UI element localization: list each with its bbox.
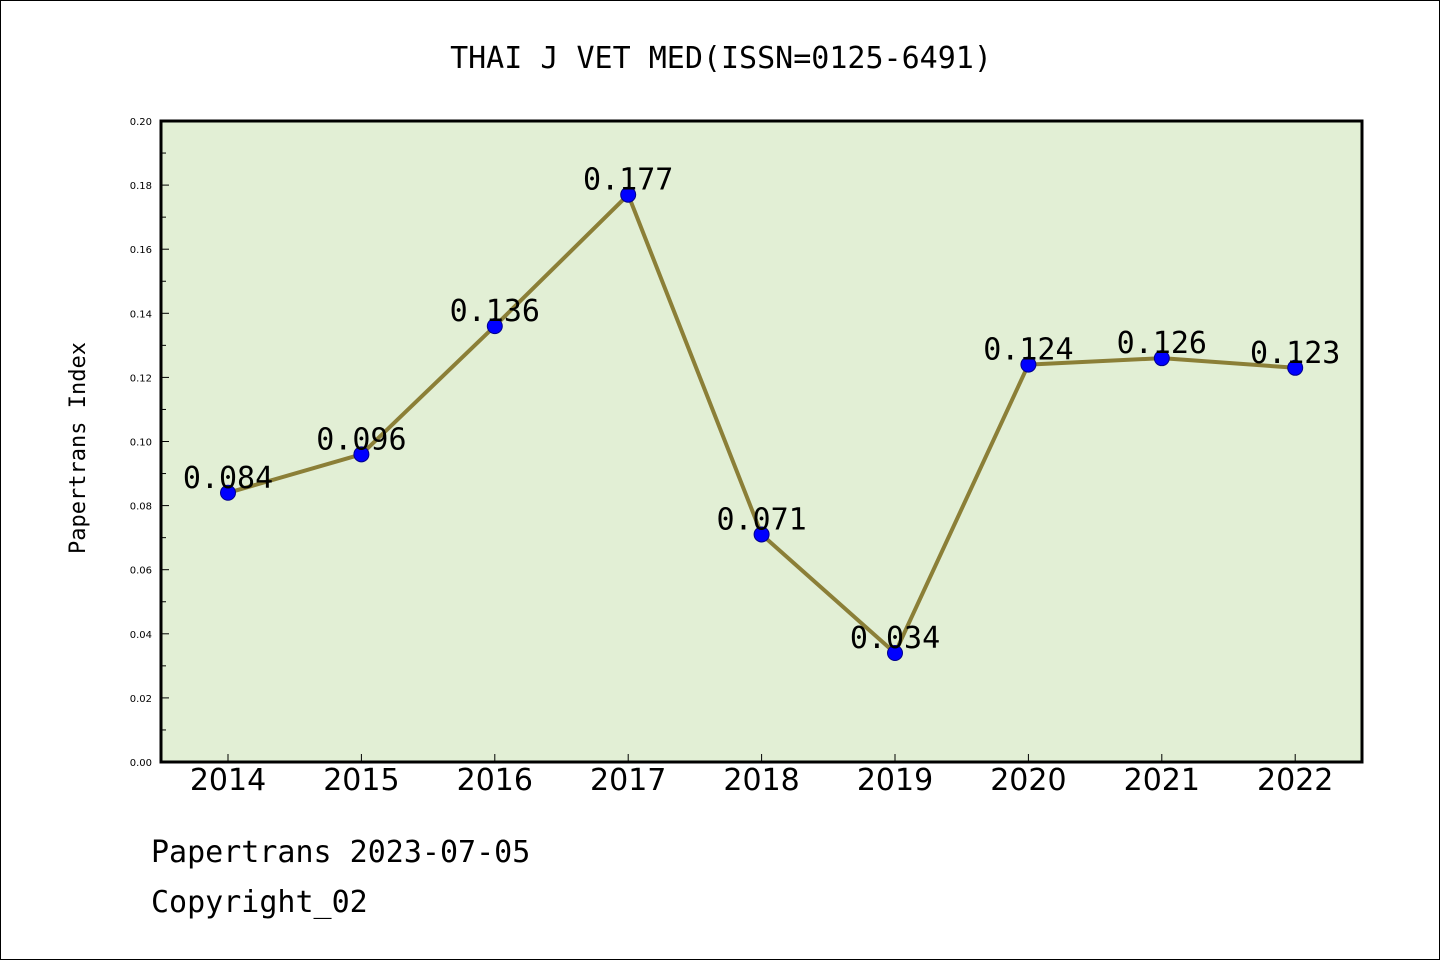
x-tick-label: 2019 — [857, 763, 933, 798]
data-label: 0.123 — [1250, 336, 1340, 371]
data-label: 0.177 — [583, 163, 673, 198]
data-point — [1020, 356, 1037, 373]
data-point — [1153, 350, 1170, 367]
x-tick-label: 2015 — [323, 763, 399, 798]
data-label: 0.126 — [1117, 326, 1207, 361]
data-label: 0.071 — [716, 502, 806, 537]
data-point — [353, 446, 370, 463]
y-tick-label: 0.00 — [130, 758, 152, 769]
data-point — [1287, 359, 1304, 376]
data-point — [753, 526, 770, 543]
data-label: 0.096 — [316, 422, 406, 457]
y-tick-label: 0.02 — [130, 694, 152, 705]
y-axis-label: Papertrans Index — [66, 342, 91, 554]
x-tick-label: 2022 — [1257, 763, 1333, 798]
chart-title: THAI J VET MED(ISSN=0125-6491) — [450, 41, 992, 76]
x-tick-label: 2014 — [190, 763, 266, 798]
data-point — [620, 186, 637, 203]
series-markers — [220, 186, 1304, 662]
y-tick-label: 0.12 — [130, 373, 152, 384]
y-tick-label: 0.20 — [130, 117, 152, 128]
y-tick-label: 0.16 — [130, 245, 152, 256]
data-labels: 0.084 0.096 0.136 0.177 0.071 0.034 0.124 0.126… — [183, 163, 1341, 656]
x-tick-label: 2021 — [1124, 763, 1200, 798]
data-point — [887, 645, 903, 662]
y-tick-label: 0.06 — [130, 566, 152, 577]
data-label: 0.124 — [983, 333, 1073, 368]
x-axis: 2014 2015 2016 2017 2018 2019 2020 2021 2022 — [190, 754, 1333, 798]
x-tick-label: 2017 — [590, 763, 666, 798]
x-tick-label: 2020 — [990, 763, 1066, 798]
plot-border — [159, 119, 1364, 764]
data-label: 0.136 — [450, 294, 540, 329]
x-tick-label: 2016 — [457, 763, 533, 798]
data-label: 0.034 — [850, 621, 940, 656]
y-tick-label: 0.08 — [130, 502, 152, 513]
x-tick-label: 2018 — [723, 763, 799, 798]
footer-date: Papertrans 2023-07-05 — [151, 835, 531, 870]
footer-copyright: Copyright_02 — [151, 885, 368, 920]
data-point — [220, 484, 236, 501]
data-point — [486, 318, 503, 335]
y-tick-label: 0.18 — [130, 181, 152, 192]
y-tick-label: 0.04 — [130, 630, 152, 641]
y-tick-label: 0.14 — [130, 309, 152, 320]
data-label: 0.084 — [183, 461, 273, 496]
y-tick-label: 0.10 — [130, 438, 152, 449]
plot-area — [161, 121, 1362, 762]
